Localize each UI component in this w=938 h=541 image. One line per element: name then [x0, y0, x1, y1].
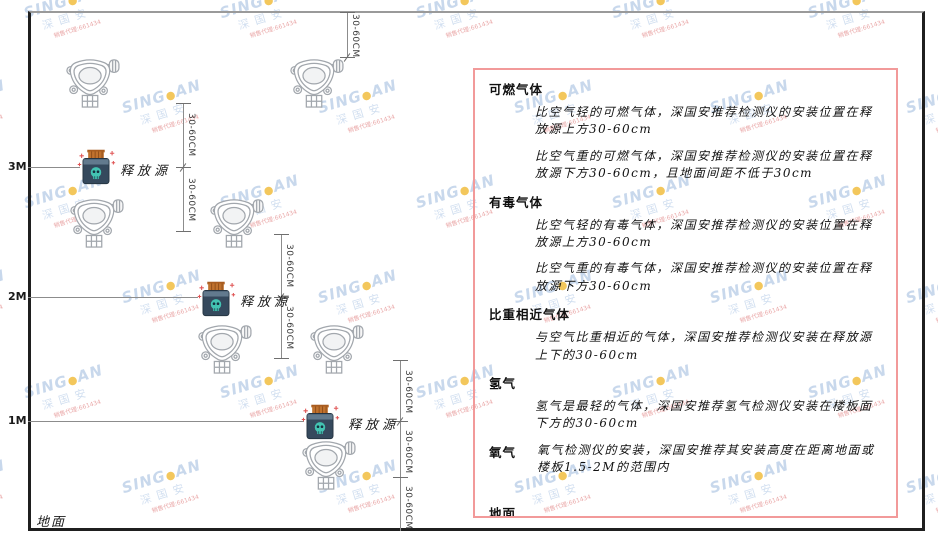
gas-detector-icon	[62, 56, 120, 108]
watermark-dot-icon: ●	[457, 0, 472, 8]
dimension-label: 30-60CM	[403, 370, 413, 414]
info-panel: 可燃气体 比空气轻的可燃气体，深国安推荐检测仪的安装位置在释放源上方30-60c…	[473, 68, 898, 518]
height-line-1m	[28, 421, 304, 422]
dimension-tick	[393, 477, 408, 478]
watermark-dot-icon: ●	[261, 0, 276, 8]
dimension-tick	[274, 234, 289, 235]
dimension-label: 30-60CM	[403, 486, 413, 530]
watermark-agent-line: 销售代理:661434	[935, 303, 938, 325]
section-hydrogen: 氢气 氢气是最轻的气体，深国安推荐氢气检测仪安装在楼板面下方的30-60cm	[489, 373, 884, 433]
gas-detector-icon	[306, 322, 364, 374]
dimension-tick	[340, 12, 355, 13]
section-toxic-gas: 有毒气体 比空气轻的有毒气体，深国安推荐检测仪的安装位置在释放源上方30-60c…	[489, 192, 884, 296]
watermark-dot-icon: ●	[65, 0, 80, 8]
section-title: 地面	[489, 506, 517, 518]
dimension-tick	[274, 358, 289, 359]
section-oxygen: 氧气 氧气检测仪的安装，深国安推荐其安装高度在距离地面或楼板1.5-2M的范围内	[489, 442, 884, 486]
section-paragraph: 与空气比重相近的气体，深国安推荐检测仪安装在释放源上下的30-60cm	[535, 330, 873, 362]
gas-detector-icon	[194, 322, 252, 374]
height-line-2m	[28, 297, 198, 298]
section-title: 比重相近气体	[489, 307, 571, 323]
release-source-icon	[76, 148, 116, 188]
release-source-icon	[300, 403, 340, 443]
gas-detector-icon	[206, 196, 264, 248]
watermark-brand: SING●AN	[0, 455, 8, 481]
dimension-label: 30-60CM	[403, 430, 413, 474]
section-ground: 地面 检测仪地面间距，深国安推荐在30-60cm，且不得小于30cm，因为过低容…	[489, 503, 884, 518]
gas-detector-icon	[66, 196, 124, 248]
dimension-label: 30-60CM	[350, 14, 360, 58]
dimension-label: 30-60CM	[186, 178, 196, 222]
gas-detector-icon	[298, 438, 356, 490]
height-label-3m: 3M	[8, 160, 27, 173]
dimension-label: 30-60CM	[284, 306, 294, 350]
section-paragraph: 比空气重的可燃气体，深国安推荐检测仪的安装位置在释放源下方30-60cm，且地面…	[535, 148, 873, 181]
release-source-label: 释放源	[348, 418, 400, 433]
section-flammable-gas: 可燃气体 比空气轻的可燃气体，深国安推荐检测仪的安装位置在释放源上方30-60c…	[489, 79, 884, 183]
dimension-label: 30-60CM	[186, 113, 196, 157]
watermark-agent-line: 销售代理:661434	[935, 113, 938, 135]
gas-detector-icon	[286, 56, 344, 108]
watermark-cjk: 深国安	[0, 93, 12, 128]
watermark-dot-icon: ●	[653, 0, 668, 8]
watermark-cjk: 深国安	[0, 473, 12, 508]
section-title: 有毒气体	[489, 194, 544, 210]
height-label-1m: 1M	[8, 414, 27, 427]
release-source-icon	[196, 280, 236, 320]
room-outline	[28, 11, 925, 531]
dimension-line	[347, 12, 348, 57]
section-title: 氢气	[489, 375, 517, 391]
watermark-brand: SING●AN	[0, 75, 8, 101]
height-label-2m: 2M	[8, 290, 27, 303]
ground-label: 地面	[36, 515, 67, 530]
watermark-agent-line: 销售代理:661434	[935, 493, 938, 515]
section-paragraph: 氢气是最轻的气体，深国安推荐氢气检测仪安装在楼板面下方的30-60cm	[535, 398, 873, 431]
dimension-tick	[176, 231, 191, 232]
watermark-dot-icon: ●	[849, 0, 864, 8]
section-title: 可燃气体	[489, 82, 544, 97]
height-line-3m	[28, 167, 80, 168]
section-paragraph: 比空气轻的有毒气体，深国安推荐检测仪的安装位置在释放源上方30-60cm	[535, 217, 873, 249]
section-paragraph: 氧气检测仪的安装，深国安推荐其安装高度在距离地面或楼板1.5-2M的范围内	[537, 442, 875, 475]
watermark-agent-line: 销售代理:661434	[0, 113, 4, 135]
dimension-tick	[393, 360, 408, 361]
watermark-agent-line: 销售代理:661434	[0, 493, 4, 515]
section-title: 氧气	[489, 444, 517, 460]
dimension-tick	[176, 103, 191, 104]
watermark-brand: SING●AN	[0, 265, 8, 291]
section-paragraph: 比空气轻的可燃气体，深国安推荐检测仪的安装位置在释放源上方30-60cm	[535, 105, 873, 137]
release-source-label: 释放源	[240, 295, 292, 310]
section-paragraph: 比空气重的有毒气体，深国安推荐检测仪的安装位置在释放源下方30-60cm	[535, 261, 873, 293]
section-similar-density-gas: 比重相近气体 与空气比重相近的气体，深国安推荐检测仪安装在释放源上下的30-60…	[489, 304, 884, 364]
release-source-label: 释放源	[120, 164, 172, 179]
dimension-line	[400, 360, 401, 531]
dimension-label: 30-60CM	[284, 244, 294, 288]
